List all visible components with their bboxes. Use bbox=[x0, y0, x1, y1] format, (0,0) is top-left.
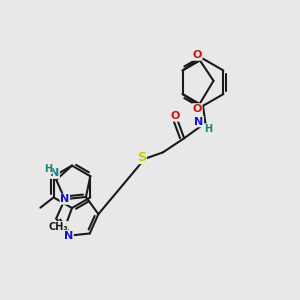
Text: CH₃: CH₃ bbox=[48, 222, 68, 232]
Text: N: N bbox=[194, 117, 203, 127]
Text: S: S bbox=[137, 151, 146, 164]
Text: H: H bbox=[204, 124, 212, 134]
Text: O: O bbox=[193, 50, 202, 60]
Text: O: O bbox=[171, 111, 180, 121]
Text: N: N bbox=[64, 231, 73, 241]
Text: H: H bbox=[44, 164, 52, 174]
Text: O: O bbox=[193, 104, 202, 114]
Text: N: N bbox=[60, 194, 70, 204]
Text: N: N bbox=[50, 168, 59, 178]
